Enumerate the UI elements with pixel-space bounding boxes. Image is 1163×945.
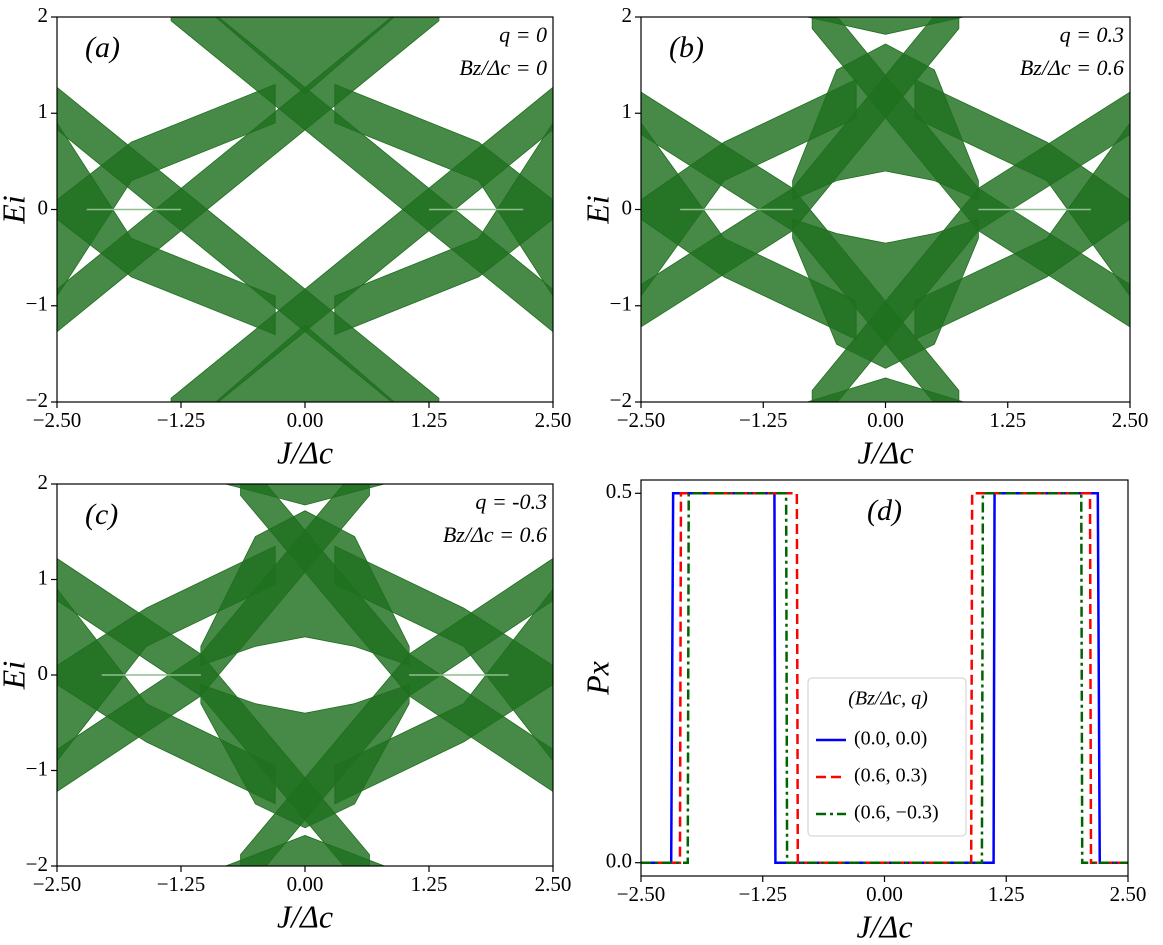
annotation: q = -0.3 (475, 489, 547, 514)
energy-band (215, 324, 395, 402)
y-tick-label: −2 (610, 388, 632, 412)
y-tick-label: 0 (622, 195, 633, 219)
legend-label: (0.6, −0.3) (854, 802, 939, 824)
y-tick-label: 0 (38, 195, 49, 219)
x-tick-label: 2.50 (535, 872, 572, 896)
y-tick-label: −1 (26, 292, 48, 316)
x-tick-label: 1.25 (988, 882, 1025, 906)
panel: −2.50 −1.25 0.00 1.25 2.50 −2 −1 0 1 2 J/Δc Ei (b) q … (579, 3, 1149, 471)
energy-band (215, 17, 395, 95)
y-axis-label: Ei (579, 195, 615, 224)
plot-area (57, 17, 553, 402)
x-axis-label: J/Δc (277, 434, 333, 470)
legend-label: (0.6, 0.3) (854, 765, 927, 787)
energy-band (200, 510, 410, 667)
y-tick-label: 0 (38, 661, 49, 685)
x-tick-label: −2.50 (33, 872, 82, 896)
y-tick-label: 1 (622, 99, 633, 123)
energy-band (225, 835, 385, 866)
x-axis-label: J/Δc (856, 908, 912, 944)
annotation: Bz/Δc = 0.6 (1020, 55, 1124, 80)
annotation: Bz/Δc = 0 (459, 55, 547, 80)
x-tick-label: 1.25 (411, 872, 448, 896)
x-tick-label: 0.00 (287, 872, 324, 896)
x-tick-label: −2.50 (617, 408, 666, 432)
plot-area (641, 492, 1128, 864)
x-axis-label: J/Δc (277, 898, 333, 934)
x-tick-label: −1.25 (738, 882, 787, 906)
y-tick-label: −1 (26, 756, 48, 780)
panel-label: (a) (85, 31, 120, 64)
y-tick-label: 1 (38, 565, 49, 589)
x-tick-label: −1.25 (157, 408, 206, 432)
panel-label: (d) (867, 494, 902, 527)
legend-label: (0.0, 0.0) (854, 728, 927, 750)
y-tick-label: −1 (610, 292, 632, 316)
legend-box (807, 677, 967, 837)
plot-area (57, 484, 553, 866)
energy-band (57, 122, 276, 336)
x-tick-label: −1.25 (739, 408, 788, 432)
x-tick-label: 2.50 (1112, 408, 1149, 432)
panel: (Bz/Δc, q) (0.0, 0.0) (0.6, 0.3) (0.6, −0.3… (579, 479, 1146, 944)
y-tick-label: 2 (622, 3, 633, 27)
x-tick-label: 2.50 (1110, 882, 1147, 906)
annotation: q = 0 (499, 22, 547, 47)
y-tick-label: 2 (38, 3, 49, 27)
energy-band (807, 377, 964, 402)
panel: −2.50 −1.25 0.00 1.25 2.50 −2 −1 0 1 2 J/Δc Ei (c) q … (0, 470, 572, 935)
y-axis-label: Px (579, 661, 615, 696)
x-tick-label: −1.25 (157, 872, 206, 896)
x-tick-label: 2.50 (535, 408, 572, 432)
energy-band (225, 484, 385, 506)
y-axis-label: Ei (0, 661, 31, 690)
y-tick-label: −2 (26, 388, 48, 412)
x-tick-label: 1.25 (989, 408, 1026, 432)
polarization-line (641, 492, 1128, 864)
panel-label: (b) (669, 31, 704, 64)
y-axis-label: Ei (0, 195, 31, 224)
energy-band (57, 83, 276, 297)
panel-label: (c) (85, 498, 118, 531)
y-tick-label: 0.0 (606, 849, 632, 873)
energy-band (334, 122, 553, 336)
y-tick-label: 2 (38, 470, 49, 494)
x-tick-label: 0.00 (867, 408, 904, 432)
x-axis-label: J/Δc (857, 434, 913, 470)
x-tick-label: −2.50 (33, 408, 82, 432)
panel: −2.50 −1.25 0.00 1.25 2.50 −2 −1 0 1 2 J/Δc Ei (a) q … (0, 3, 572, 471)
y-tick-label: −2 (26, 852, 48, 876)
y-tick-label: 0.5 (606, 479, 632, 503)
energy-band (792, 43, 979, 201)
energy-band (334, 83, 553, 297)
plot-area (641, 17, 1130, 402)
x-tick-label: −2.50 (617, 882, 666, 906)
legend-title: (Bz/Δc, q) (848, 688, 928, 710)
x-tick-label: 0.00 (866, 882, 903, 906)
y-tick-label: 1 (38, 99, 49, 123)
energy-band (807, 17, 964, 35)
energy-band (792, 218, 979, 369)
x-tick-label: 0.00 (287, 408, 324, 432)
x-tick-label: 1.25 (411, 408, 448, 432)
annotation: q = 0.3 (1060, 22, 1124, 47)
energy-band (200, 683, 410, 829)
annotation: Bz/Δc = 0.6 (443, 522, 547, 547)
